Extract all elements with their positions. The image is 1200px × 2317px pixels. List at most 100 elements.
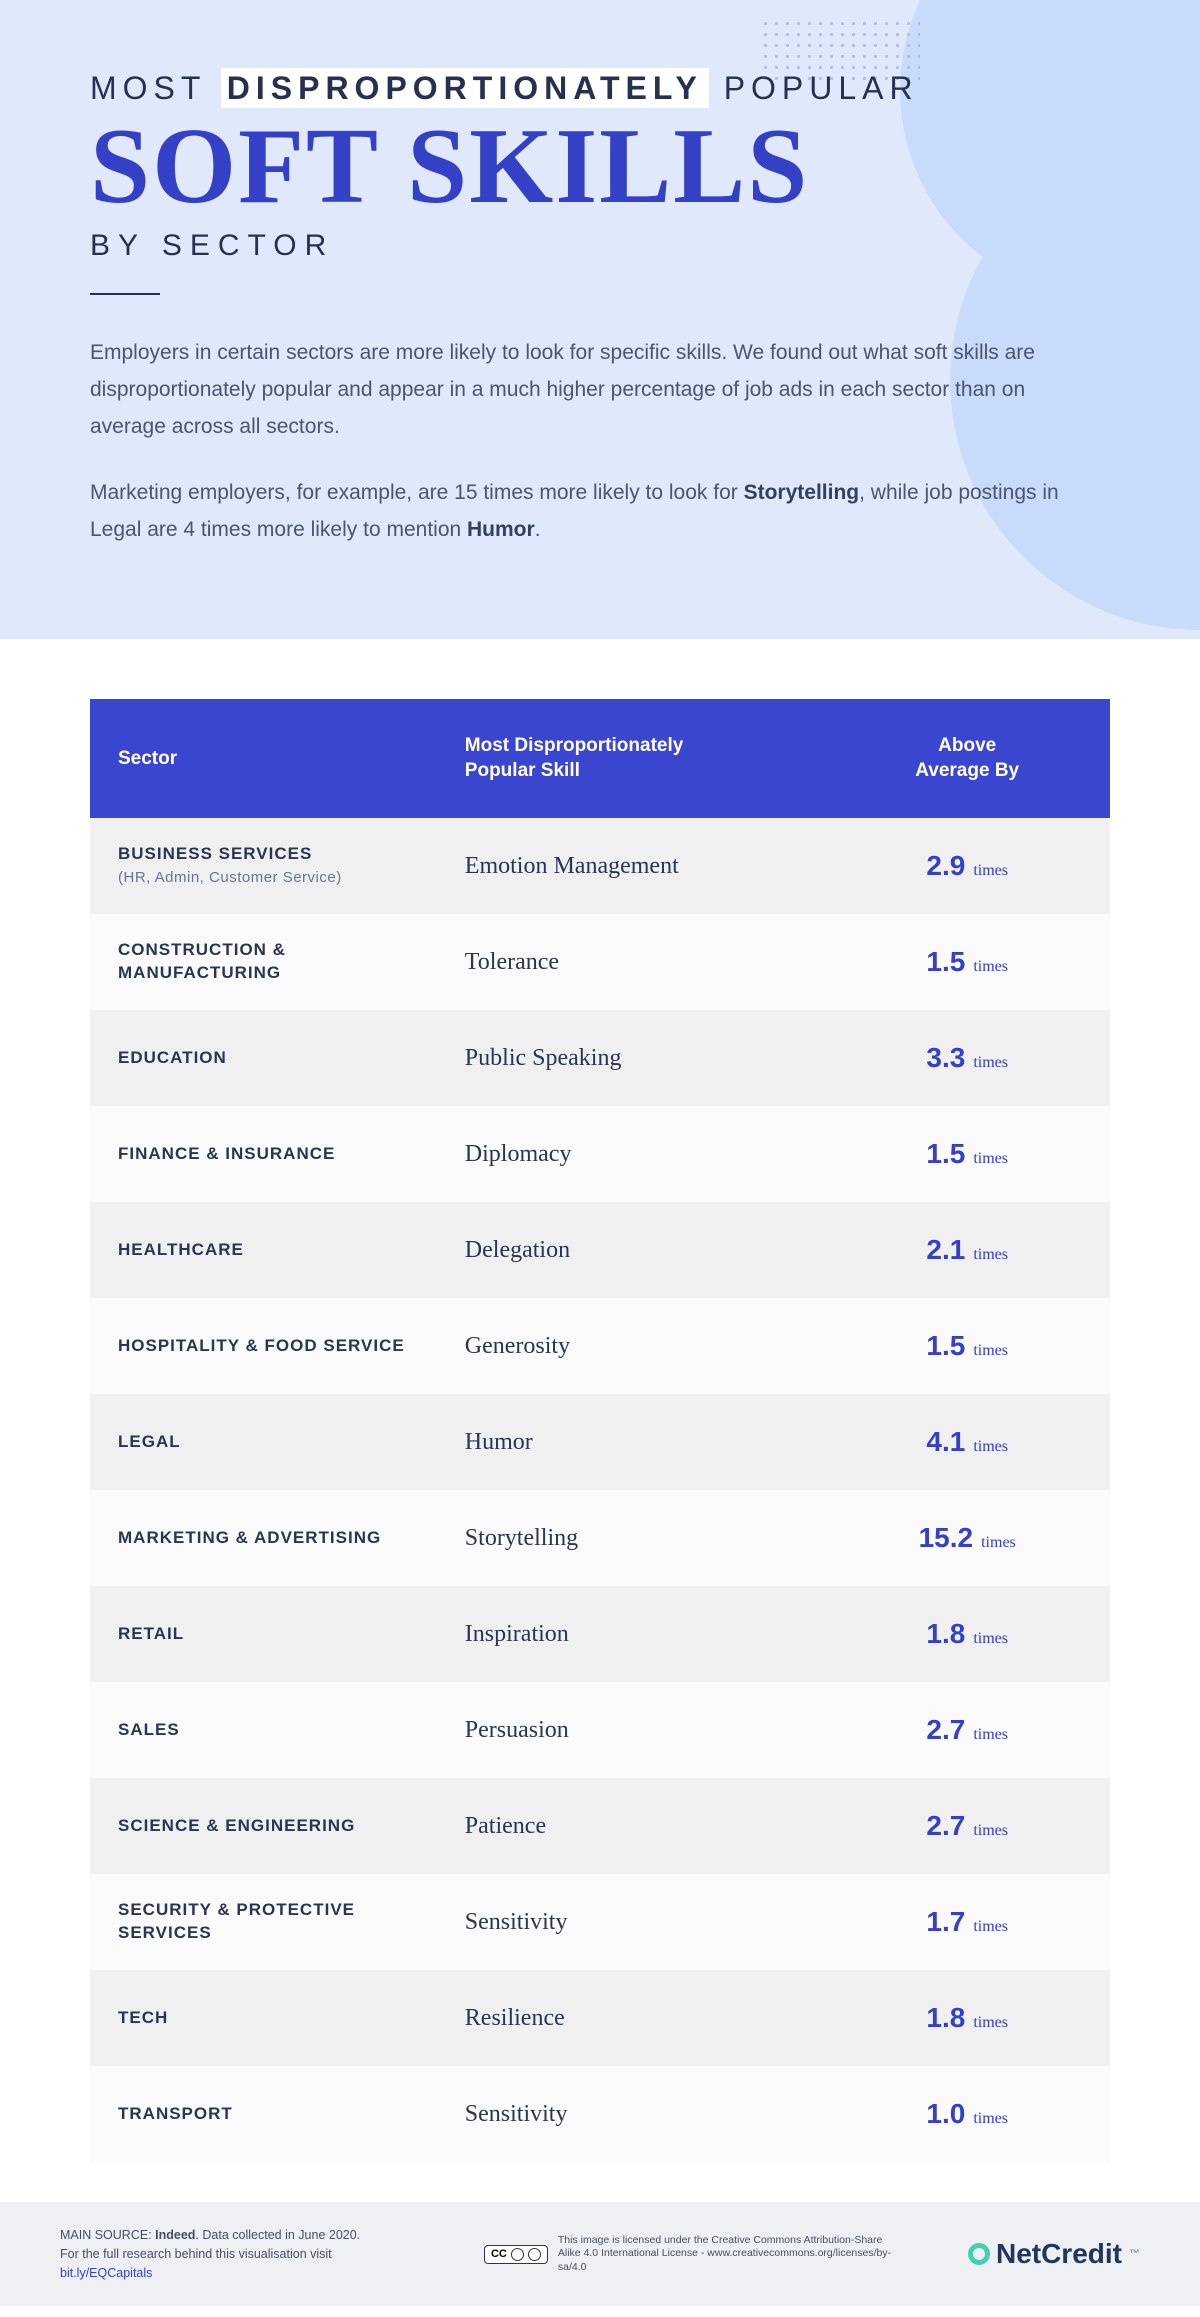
value-unit: times	[969, 958, 1008, 975]
table-row: EDUCATIONPublic Speaking3.3 times	[90, 1010, 1110, 1106]
value-unit: times	[969, 2014, 1008, 2031]
value-number: 1.5	[926, 1330, 965, 1361]
footer-source: MAIN SOURCE: Indeed. Data collected in J…	[60, 2226, 420, 2282]
cell-sector: MARKETING & ADVERTISING	[90, 1490, 437, 1586]
value-unit: times	[969, 862, 1008, 879]
table-header-row: Sector Most DisproportionatelyPopular Sk…	[90, 699, 1110, 818]
cell-skill: Delegation	[437, 1202, 825, 1298]
cell-value: 1.0 times	[824, 2066, 1110, 2162]
cc-badge-icon: CC	[484, 2245, 548, 2264]
value-unit: times	[969, 1054, 1008, 1071]
cell-value: 1.5 times	[824, 914, 1110, 1010]
value-unit: times	[969, 1918, 1008, 1935]
cell-value: 2.7 times	[824, 1682, 1110, 1778]
cell-value: 2.1 times	[824, 1202, 1110, 1298]
table-row: HEALTHCAREDelegation2.1 times	[90, 1202, 1110, 1298]
table-row: LEGALHumor4.1 times	[90, 1394, 1110, 1490]
brand-tm: ™	[1129, 2248, 1140, 2260]
hero-section: MOST DISPROPORTIONATELY POPULAR SOFT SKI…	[0, 0, 1200, 639]
cell-sector: SALES	[90, 1682, 437, 1778]
cell-value: 15.2 times	[824, 1490, 1110, 1586]
cell-sector: FINANCE & INSURANCE	[90, 1106, 437, 1202]
cell-sector: EDUCATION	[90, 1010, 437, 1106]
title-line-2: SOFT SKILLS	[90, 113, 1110, 221]
cell-skill: Persuasion	[437, 1682, 825, 1778]
value-number: 2.7	[926, 1714, 965, 1745]
cell-sector: BUSINESS SERVICES(HR, Admin, Customer Se…	[90, 818, 437, 914]
table-row: BUSINESS SERVICES(HR, Admin, Customer Se…	[90, 818, 1110, 914]
skills-table: Sector Most DisproportionatelyPopular Sk…	[90, 699, 1110, 2162]
value-number: 2.9	[926, 850, 965, 881]
cc-license-text: This image is licensed under the Creativ…	[558, 2234, 904, 2275]
value-number: 1.5	[926, 1138, 965, 1169]
value-number: 1.5	[926, 946, 965, 977]
source-link[interactable]: bit.ly/EQCapitals	[60, 2266, 152, 2280]
cell-value: 1.8 times	[824, 1970, 1110, 2066]
cell-skill: Public Speaking	[437, 1010, 825, 1106]
cell-sector: SCIENCE & ENGINEERING	[90, 1778, 437, 1874]
cell-skill: Generosity	[437, 1298, 825, 1394]
cell-sector: HOSPITALITY & FOOD SERVICE	[90, 1298, 437, 1394]
col-sector: Sector	[90, 699, 437, 818]
value-unit: times	[969, 2110, 1008, 2127]
cell-skill: Tolerance	[437, 914, 825, 1010]
value-unit: times	[969, 1726, 1008, 1743]
cell-value: 2.7 times	[824, 1778, 1110, 1874]
cell-sector: TECH	[90, 1970, 437, 2066]
table-body: BUSINESS SERVICES(HR, Admin, Customer Se…	[90, 818, 1110, 2162]
intro-text: Employers in certain sectors are more li…	[90, 335, 1100, 549]
table-row: FINANCE & INSURANCEDiplomacy1.5 times	[90, 1106, 1110, 1202]
value-number: 1.8	[926, 2002, 965, 2033]
cell-sector: SECURITY & PROTECTIVE SERVICES	[90, 1874, 437, 1970]
infographic-page: MOST DISPROPORTIONATELY POPULAR SOFT SKI…	[0, 0, 1200, 2306]
cell-value: 1.5 times	[824, 1106, 1110, 1202]
table-row: SALESPersuasion2.7 times	[90, 1682, 1110, 1778]
intro-para-2: Marketing employers, for example, are 15…	[90, 475, 1100, 549]
cell-skill: Sensitivity	[437, 1874, 825, 1970]
table-row: SCIENCE & ENGINEERINGPatience2.7 times	[90, 1778, 1110, 1874]
cell-value: 1.8 times	[824, 1586, 1110, 1682]
cell-value: 4.1 times	[824, 1394, 1110, 1490]
cell-skill: Diplomacy	[437, 1106, 825, 1202]
table-row: TRANSPORTSensitivity1.0 times	[90, 2066, 1110, 2162]
value-number: 3.3	[926, 1042, 965, 1073]
cell-sector: TRANSPORT	[90, 2066, 437, 2162]
value-number: 1.0	[926, 2098, 965, 2129]
table-row: TECHResilience1.8 times	[90, 1970, 1110, 2066]
title-rule	[90, 293, 160, 295]
value-number: 15.2	[919, 1522, 974, 1553]
value-unit: times	[969, 1150, 1008, 1167]
col-skill: Most DisproportionatelyPopular Skill	[437, 699, 825, 818]
value-number: 1.7	[926, 1906, 965, 1937]
intro-para-1: Employers in certain sectors are more li…	[90, 335, 1100, 445]
value-unit: times	[969, 1342, 1008, 1359]
cell-skill: Patience	[437, 1778, 825, 1874]
title-pre: MOST	[90, 70, 221, 106]
value-unit: times	[969, 1822, 1008, 1839]
title-post: POPULAR	[709, 70, 919, 106]
footer-license: CC This image is licensed under the Crea…	[484, 2234, 904, 2275]
value-unit: times	[969, 1438, 1008, 1455]
title-highlight: DISPROPORTIONATELY	[221, 68, 709, 108]
cell-skill: Resilience	[437, 1970, 825, 2066]
cell-value: 3.3 times	[824, 1010, 1110, 1106]
table-section: Sector Most DisproportionatelyPopular Sk…	[0, 639, 1200, 2202]
table-row: MARKETING & ADVERTISINGStorytelling15.2 …	[90, 1490, 1110, 1586]
cell-skill: Inspiration	[437, 1586, 825, 1682]
cell-sector: CONSTRUCTION & MANUFACTURING	[90, 914, 437, 1010]
cell-skill: Sensitivity	[437, 2066, 825, 2162]
value-number: 1.8	[926, 1618, 965, 1649]
table-row: SECURITY & PROTECTIVE SERVICESSensitivit…	[90, 1874, 1110, 1970]
footer: MAIN SOURCE: Indeed. Data collected in J…	[0, 2202, 1200, 2306]
cell-skill: Emotion Management	[437, 818, 825, 914]
sector-subtext: (HR, Admin, Customer Service)	[118, 868, 409, 888]
value-number: 2.1	[926, 1234, 965, 1265]
cell-skill: Storytelling	[437, 1490, 825, 1586]
value-unit: times	[977, 1534, 1016, 1551]
value-number: 4.1	[926, 1426, 965, 1457]
col-value: AboveAverage By	[824, 699, 1110, 818]
brand-name: NetCredit	[996, 2238, 1122, 2270]
title-line-1: MOST DISPROPORTIONATELY POPULAR	[90, 70, 1110, 107]
cell-value: 1.5 times	[824, 1298, 1110, 1394]
cell-sector: LEGAL	[90, 1394, 437, 1490]
